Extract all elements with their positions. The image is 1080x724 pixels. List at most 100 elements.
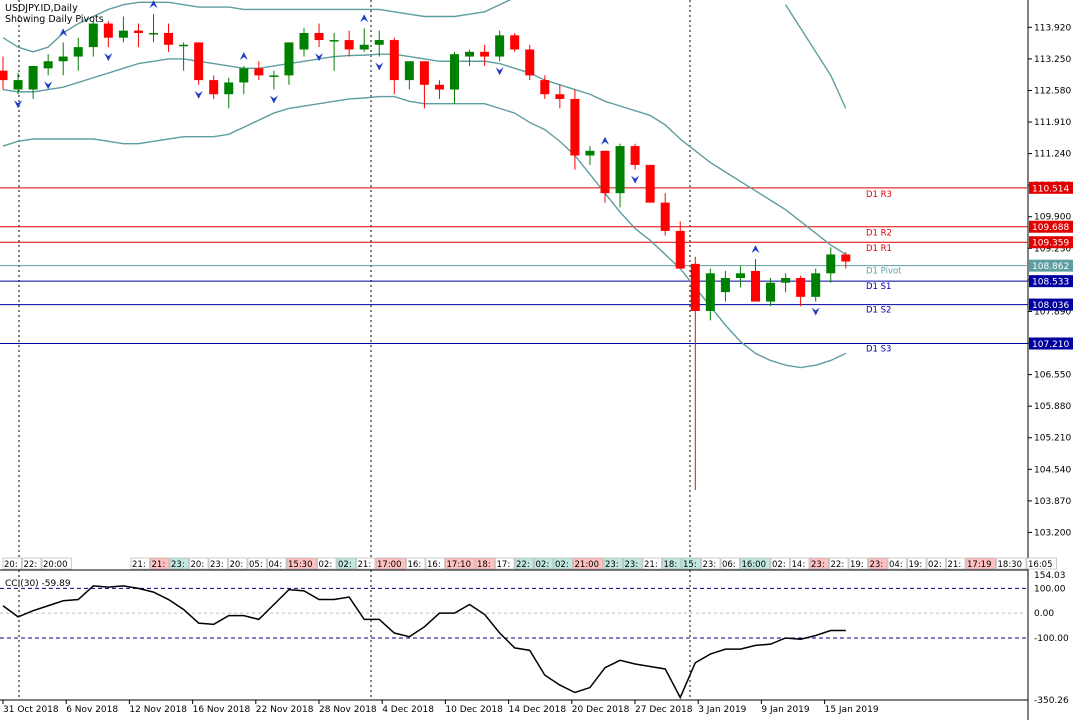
time-label: 04: [269, 560, 283, 570]
bull-candle [28, 65, 38, 90]
time-label-box [809, 557, 829, 570]
time-label-box [701, 557, 721, 570]
pivot-price-box [1029, 236, 1073, 249]
chart-subtitle: Showing Daily Pivots [5, 14, 104, 25]
bull-candle [781, 278, 791, 283]
time-label-box [189, 557, 209, 570]
bear-candle [841, 254, 851, 262]
bull-candle [269, 75, 279, 77]
bear-candle [209, 80, 219, 95]
fractal-up-arrow-icon [360, 14, 369, 23]
time-label: 21: [644, 560, 658, 570]
pivot-price-label: 108.533 [1032, 278, 1069, 288]
bear-candle [434, 84, 444, 90]
time-label: 16: [408, 560, 422, 570]
bb-upper-line-0 [2, 0, 512, 53]
bear-candle [314, 32, 324, 41]
time-label: 20: [4, 560, 18, 570]
bull-candle [826, 254, 836, 274]
bear-candle [389, 40, 399, 81]
time-label-box [375, 557, 406, 570]
x-tick-label: 14 Dec 2018 [509, 705, 567, 715]
bear-candle [344, 40, 354, 50]
bb-upper-line-1 [785, 4, 847, 109]
x-tick-label: 10 Dec 2018 [445, 705, 503, 715]
time-label-box [495, 557, 515, 570]
fractal-down-arrow-icon [194, 90, 203, 99]
pivot-name-label: D1 R2 [866, 229, 892, 239]
time-label: 02: [338, 560, 352, 570]
cci-tick-label: -350.26 [1034, 696, 1069, 706]
bear-candle [751, 270, 760, 302]
bear-candle [254, 68, 264, 76]
time-label: 23: [870, 560, 884, 570]
bull-candle [404, 61, 414, 81]
bull-candle [720, 278, 730, 293]
y-tick-label: 111.240 [1034, 150, 1071, 160]
fractal-down-arrow-icon [631, 175, 640, 184]
time-label: 05: [249, 560, 263, 570]
time-label-box [228, 557, 248, 570]
time-label: 16: [427, 560, 441, 570]
pivot-name-label: D1 S3 [866, 344, 891, 354]
pivot-price-label: 110.514 [1032, 184, 1069, 194]
time-label: 15: [683, 560, 697, 570]
time-label: 21: [132, 560, 146, 570]
time-label: 23: [811, 560, 825, 570]
y-tick-label: 103.870 [1034, 497, 1071, 507]
time-label-box [681, 557, 701, 570]
time-label-box [603, 557, 623, 570]
time-label-box [317, 557, 337, 570]
bull-candle [299, 32, 309, 50]
x-tick-label: 22 Nov 2018 [256, 705, 314, 715]
bull-candle [705, 273, 715, 311]
time-label: 02: [772, 560, 786, 570]
time-label-box [965, 557, 996, 570]
x-tick-label: 15 Jan 2019 [825, 705, 879, 715]
time-label: 19: [909, 560, 923, 570]
time-label-box [1026, 557, 1057, 570]
bull-candle [766, 282, 776, 302]
fractal-up-arrow-icon [751, 245, 760, 254]
bull-candle [73, 47, 83, 57]
pivot-price-box [1029, 181, 1073, 194]
fractal-down-arrow-icon [375, 62, 384, 71]
y-tick-label: 113.920 [1034, 23, 1071, 33]
time-label: 22: [516, 560, 530, 570]
time-label: 21: [152, 560, 166, 570]
x-tick-label: 3 Jan 2019 [698, 705, 746, 715]
pivot-name-label: D1 S1 [866, 282, 891, 292]
time-label: 22: [831, 560, 845, 570]
fractal-up-arrow-icon [59, 28, 68, 37]
bull-candle [585, 150, 595, 156]
cci-tick-label: 100.00 [1034, 584, 1066, 594]
time-label-box [623, 557, 643, 570]
y-tick-label: 111.910 [1034, 118, 1071, 128]
time-label: 16:05 [1028, 560, 1053, 570]
pivot-price-label: 109.688 [1032, 223, 1069, 233]
y-tick-label: 109.230 [1034, 244, 1071, 254]
cci-tick-label: 0.00 [1034, 609, 1054, 619]
bear-candle [525, 49, 535, 76]
time-label: 02: [555, 560, 569, 570]
pivot-name-label: D1 R3 [866, 190, 892, 200]
pivot-price-box [1029, 275, 1073, 288]
bear-candle [660, 202, 670, 231]
time-label-box [514, 557, 534, 570]
fractal-down-arrow-icon [44, 81, 53, 90]
y-tick-label: 112.580 [1034, 86, 1071, 96]
time-label: 04: [889, 560, 903, 570]
time-label-box [829, 557, 849, 570]
fractal-down-arrow-icon [104, 53, 113, 62]
time-label-box [2, 557, 22, 570]
time-label: 17:00 [377, 560, 402, 570]
time-label-box [790, 557, 810, 570]
time-label: 19: [850, 560, 864, 570]
bull-candle [359, 44, 369, 50]
cci-label: CCI(30) -59.89 [5, 579, 71, 589]
time-label-box [720, 557, 740, 570]
pivot-name-label: D1 Pivot [866, 267, 902, 277]
bear-candle [630, 146, 640, 165]
time-label: 23: [625, 560, 639, 570]
